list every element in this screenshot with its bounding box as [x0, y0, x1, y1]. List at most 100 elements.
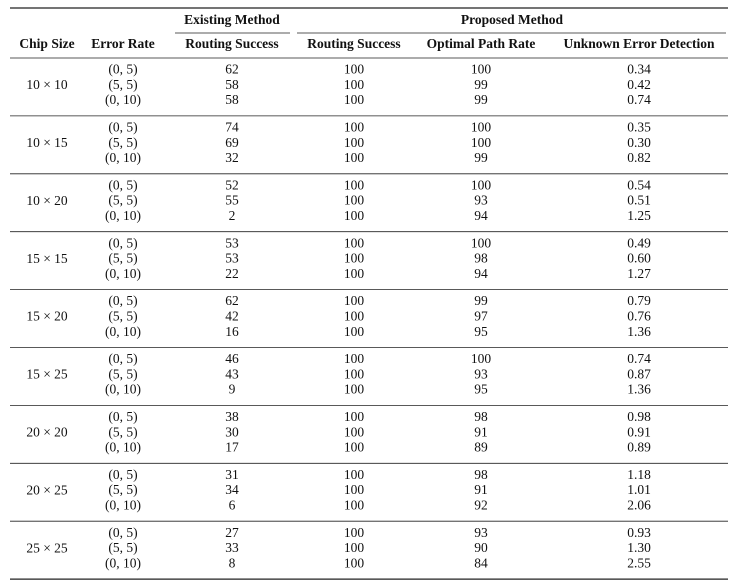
table-cell: 55: [225, 193, 239, 208]
table-cell: 0.87: [627, 366, 651, 381]
table-cell: 98: [474, 251, 488, 266]
table-cell: (0, 5): [108, 351, 137, 366]
chip-size-cell: 15 × 20: [26, 309, 68, 324]
table-cell: 100: [344, 366, 365, 381]
table-cell: 100: [344, 482, 365, 497]
table-cell: 0.60: [627, 251, 651, 266]
table-cell: (0, 10): [105, 497, 141, 512]
table-cell: 1.25: [627, 208, 651, 223]
table-cell: 0.74: [627, 351, 651, 366]
table-cell: 100: [344, 308, 365, 323]
table-cell: 100: [344, 540, 365, 555]
table-cell: 0.82: [627, 150, 651, 165]
table-cell: (0, 5): [108, 235, 137, 250]
table-cell: (5, 5): [108, 424, 137, 439]
table-cell: 62: [225, 293, 239, 308]
table-cell: 46: [225, 351, 239, 366]
table-cell: 92: [474, 497, 488, 512]
table-cell: 42: [225, 308, 239, 323]
table-cell: 100: [344, 351, 365, 366]
table-cell: 0.49: [627, 235, 651, 250]
header-cell: Routing Success: [307, 36, 400, 51]
table-cell: 98: [474, 467, 488, 482]
table-cell: (5, 5): [108, 540, 137, 555]
table-cell: 100: [471, 351, 492, 366]
table-cell: 22: [225, 266, 239, 281]
table-cell: 100: [344, 382, 365, 397]
table-cell: 1.36: [627, 324, 651, 339]
header-cell: Unknown Error Detection: [564, 36, 715, 51]
chip-size-cell: 15 × 25: [26, 367, 68, 382]
table-cell: 100: [344, 208, 365, 223]
table-cell: 98: [474, 409, 488, 424]
table-cell: (0, 10): [105, 208, 141, 223]
table-cell: (5, 5): [108, 77, 137, 92]
table-cell: 100: [344, 77, 365, 92]
table-cell: 0.93: [627, 525, 651, 540]
table-cell: (0, 5): [108, 525, 137, 540]
table-cell: 2: [229, 208, 236, 223]
table-cell: 0.35: [627, 119, 651, 134]
table-cell: 53: [225, 251, 239, 266]
table-cell: (0, 10): [105, 92, 141, 107]
table-cell: 100: [344, 440, 365, 455]
table-cell: (0, 10): [105, 382, 141, 397]
table-cell: 100: [344, 324, 365, 339]
chip-size-cell: 20 × 25: [26, 482, 68, 497]
table-cell: 100: [344, 92, 365, 107]
table-cell: 90: [474, 540, 488, 555]
table-cell: 94: [474, 208, 488, 223]
table-cell: 0.89: [627, 440, 651, 455]
table-cell: (5, 5): [108, 135, 137, 150]
table-cell: 100: [344, 409, 365, 424]
table-cell: 30: [225, 424, 239, 439]
table-cell: 94: [474, 266, 488, 281]
chip-size-cell: 15 × 15: [26, 251, 68, 266]
table-cell: (0, 5): [108, 409, 137, 424]
table-cell: 100: [344, 424, 365, 439]
table-cell: 34: [225, 482, 239, 497]
table-cell: 84: [474, 555, 488, 570]
table-cell: 58: [225, 77, 239, 92]
table-cell: 52: [225, 177, 239, 192]
table-cell: (0, 10): [105, 324, 141, 339]
table-cell: 89: [474, 440, 488, 455]
table-cell: 1.36: [627, 382, 651, 397]
table-cell: 33: [225, 540, 239, 555]
table-cell: 31: [225, 467, 239, 482]
table-cell: (5, 5): [108, 251, 137, 266]
table-cell: 95: [474, 324, 488, 339]
table-cell: 2.55: [627, 555, 651, 570]
table-cell: (0, 5): [108, 293, 137, 308]
chip-size-cell: 10 × 15: [26, 135, 68, 150]
table-cell: 93: [474, 525, 488, 540]
table-cell: 74: [225, 119, 239, 134]
table-cell: 100: [344, 177, 365, 192]
table-cell: (0, 10): [105, 555, 141, 570]
table-cell: 0.42: [627, 77, 651, 92]
table-cell: (0, 10): [105, 266, 141, 281]
table-cell: 0.74: [627, 92, 651, 107]
table-cell: 100: [471, 135, 492, 150]
table-cell: 99: [474, 92, 488, 107]
table-cell: (0, 5): [108, 177, 137, 192]
table-cell: 100: [471, 177, 492, 192]
table-cell: (0, 5): [108, 62, 137, 77]
table-cell: 100: [344, 497, 365, 512]
table-cell: 8: [229, 555, 236, 570]
header-cell: Proposed Method: [461, 12, 564, 27]
table-cell: (5, 5): [108, 308, 137, 323]
table-cell: 100: [344, 555, 365, 570]
table-cell: 1.01: [627, 482, 651, 497]
table-cell: 69: [225, 135, 239, 150]
table-cell: 100: [344, 119, 365, 134]
table-cell: 100: [344, 251, 365, 266]
table-cell: 100: [344, 235, 365, 250]
chip-size-cell: 25 × 25: [26, 540, 68, 555]
table-cell: 91: [474, 424, 488, 439]
table-cell: 99: [474, 150, 488, 165]
table-cell: 0.30: [627, 135, 651, 150]
header-cell: Error Rate: [91, 36, 155, 51]
table-cell: 9: [229, 382, 236, 397]
